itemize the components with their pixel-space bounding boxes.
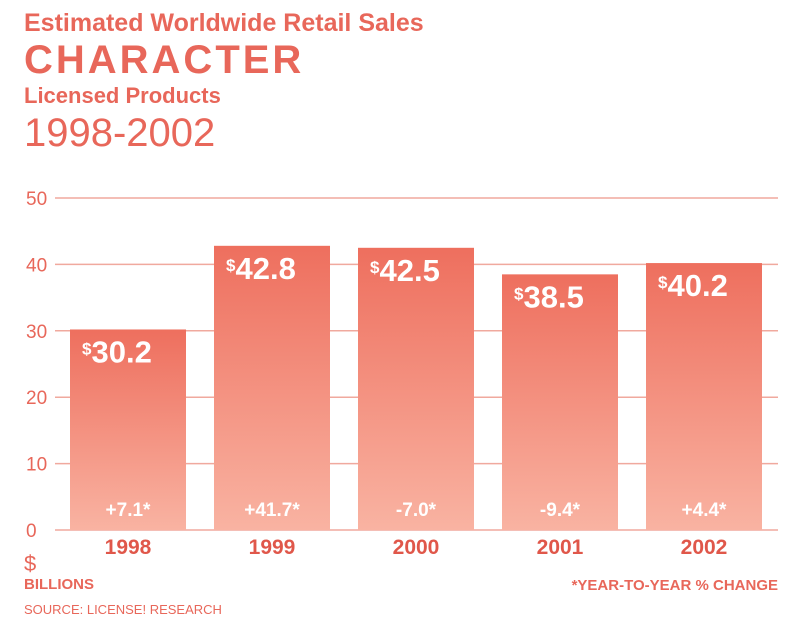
x-tick-label: 1999 (249, 536, 296, 559)
pct-change-label: +4.4* (682, 500, 728, 521)
footnote: *YEAR-TO-YEAR % CHANGE (571, 577, 778, 594)
x-tick-label: 2002 (681, 536, 728, 559)
data-label: $40.2 (658, 268, 728, 303)
y-unit: $ BILLIONS (24, 553, 94, 595)
chart-period: 1998-2002 (24, 111, 216, 155)
chart-title: Estimated Worldwide Retail Sales (24, 9, 424, 37)
bars (70, 245, 762, 531)
y-tick-label: 10 (26, 455, 47, 476)
data-label: $42.5 (370, 253, 440, 288)
x-tick-label: 2000 (393, 536, 440, 559)
y-tick-label: 0 (26, 521, 37, 542)
y-tick-label: 40 (26, 255, 47, 276)
y-tick-label: 20 (26, 388, 47, 409)
bar (646, 263, 762, 530)
chart-subtitle-main: CHARACTER (24, 38, 305, 82)
y-axis-label: BILLIONS (24, 576, 94, 593)
bar (502, 274, 618, 530)
bar (214, 245, 330, 531)
source-note: SOURCE: LICENSE! RESEARCH (24, 602, 222, 617)
bar (70, 329, 186, 530)
data-label: $30.2 (82, 334, 152, 369)
x-tick-label: 1998 (105, 536, 152, 559)
pct-change-label: -9.4* (540, 500, 581, 521)
pct-change-label: -7.0* (396, 500, 437, 521)
pct-change-label: +7.1* (106, 500, 152, 521)
pct-change-label: +41.7* (244, 500, 300, 521)
bar (358, 247, 474, 531)
chart-titles: Estimated Worldwide Retail Sales CHARACT… (24, 8, 424, 156)
data-label: $38.5 (514, 279, 584, 314)
x-tick-label: 2001 (537, 536, 584, 559)
data-label: $42.8 (226, 251, 296, 286)
chart-subtitle-sub: Licensed Products (24, 83, 221, 108)
y-tick-label: 30 (26, 322, 47, 343)
y-unit-symbol: $ (24, 551, 37, 576)
bar-labels: $30.2 +7.1* 1998 $42.8 +41.7* 1999 $42.5 -7.0* 2… (82, 251, 728, 559)
y-tick-label: 50 (26, 189, 47, 210)
